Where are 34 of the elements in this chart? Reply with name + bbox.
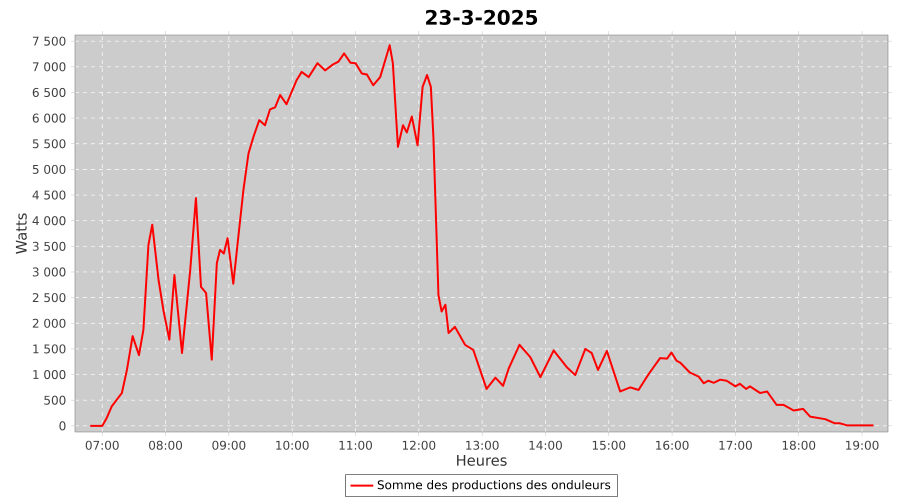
y-tick-label: 7 000 xyxy=(32,62,66,72)
x-tick-label: 16:00 xyxy=(656,440,689,450)
x-tick-label: 18:00 xyxy=(782,440,816,450)
y-tick-label: 2 000 xyxy=(32,318,66,328)
x-axis-title: Heures xyxy=(457,454,507,466)
legend-label: Somme des productions des onduleurs xyxy=(378,480,610,492)
y-tick-label: 6 500 xyxy=(32,88,66,97)
x-tick-label: 08:00 xyxy=(149,440,182,450)
x-tick-label: 09:00 xyxy=(212,440,246,450)
x-tick-label: 10:00 xyxy=(276,440,309,450)
y-axis-title: Watts xyxy=(16,213,27,254)
line-series xyxy=(89,44,874,427)
y-tick-label: 7 500 xyxy=(32,36,66,46)
y-tick-label: 4 500 xyxy=(32,190,66,200)
y-tick-label: 5 500 xyxy=(32,139,66,148)
x-tick-label: 11:00 xyxy=(340,440,372,450)
x-tick-label: 15:00 xyxy=(592,440,626,450)
y-tick-label: 4 000 xyxy=(32,216,66,226)
x-tick-label: 12:00 xyxy=(402,440,436,450)
y-tick-label: 3 000 xyxy=(32,267,66,277)
y-tick-label: 500 xyxy=(44,396,66,405)
chart-title: 23-3-2025 xyxy=(426,10,538,25)
x-tick-label: 07:00 xyxy=(86,440,119,450)
y-tick-label: 1 000 xyxy=(33,370,66,380)
y-tick-label: 6 000 xyxy=(32,114,66,123)
y-tick-label: 2 500 xyxy=(32,293,66,302)
y-tick-label: 5 000 xyxy=(32,164,66,174)
y-tick-label: 0 xyxy=(59,421,66,430)
x-tick-label: 13:00 xyxy=(466,440,499,450)
y-tick-label: 1 500 xyxy=(33,344,66,354)
x-tick-label: 19:00 xyxy=(846,440,879,450)
x-tick-label: 14:00 xyxy=(529,440,562,450)
y-tick-label: 3 500 xyxy=(32,242,66,251)
x-tick-label: 17:00 xyxy=(719,440,752,450)
